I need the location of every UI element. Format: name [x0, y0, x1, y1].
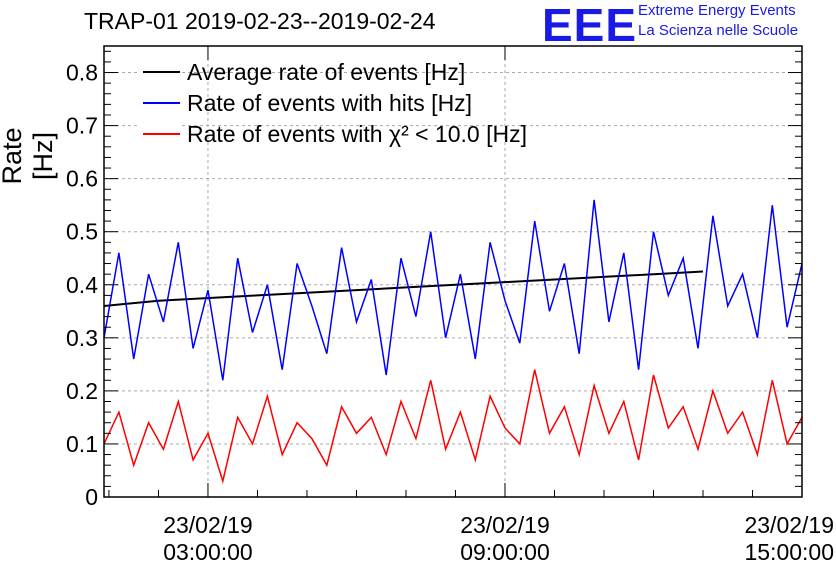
series-line-3: [103, 369, 803, 484]
legend-label-1: Average rate of events [Hz]: [187, 59, 465, 85]
eee-logo: EEE: [542, 0, 638, 51]
x-tick-label-time: 03:00:00: [163, 539, 253, 565]
chart-title: TRAP-01 2019-02-23--2019-02-24: [84, 8, 436, 34]
y-tick-label: 0.1: [66, 431, 98, 457]
plot-frame: [103, 45, 803, 498]
y-tick-label: 0.7: [66, 113, 98, 139]
x-tick-label-time: 15:00:00: [744, 539, 834, 565]
x-tick-label-time: 09:00:00: [460, 539, 550, 565]
x-tick-label-date: 23/02/19: [163, 512, 253, 538]
y-tick-label: 0.2: [66, 378, 98, 404]
legend-label-2: Rate of events with hits [Hz]: [187, 90, 472, 116]
legend-label-3: Rate of events with χ² < 10.0 [Hz]: [187, 121, 527, 147]
y-tick-label: 0.3: [66, 325, 98, 351]
series-line-1: [103, 270, 704, 307]
logo-line-2: La Scienza nelle Scuole: [638, 22, 799, 39]
logo-line-1: Extreme Energy Events: [638, 2, 796, 19]
y-tick-label: 0.6: [66, 166, 98, 192]
x-tick-label-date: 23/02/19: [744, 512, 834, 538]
y-tick-label: 0.4: [66, 272, 98, 298]
y-tick-label: 0.5: [66, 219, 98, 245]
series-line-2: [103, 199, 803, 381]
y-tick-label: 0: [85, 484, 98, 510]
y-tick-label: 0.8: [66, 60, 98, 86]
x-tick-label-date: 23/02/19: [460, 512, 550, 538]
